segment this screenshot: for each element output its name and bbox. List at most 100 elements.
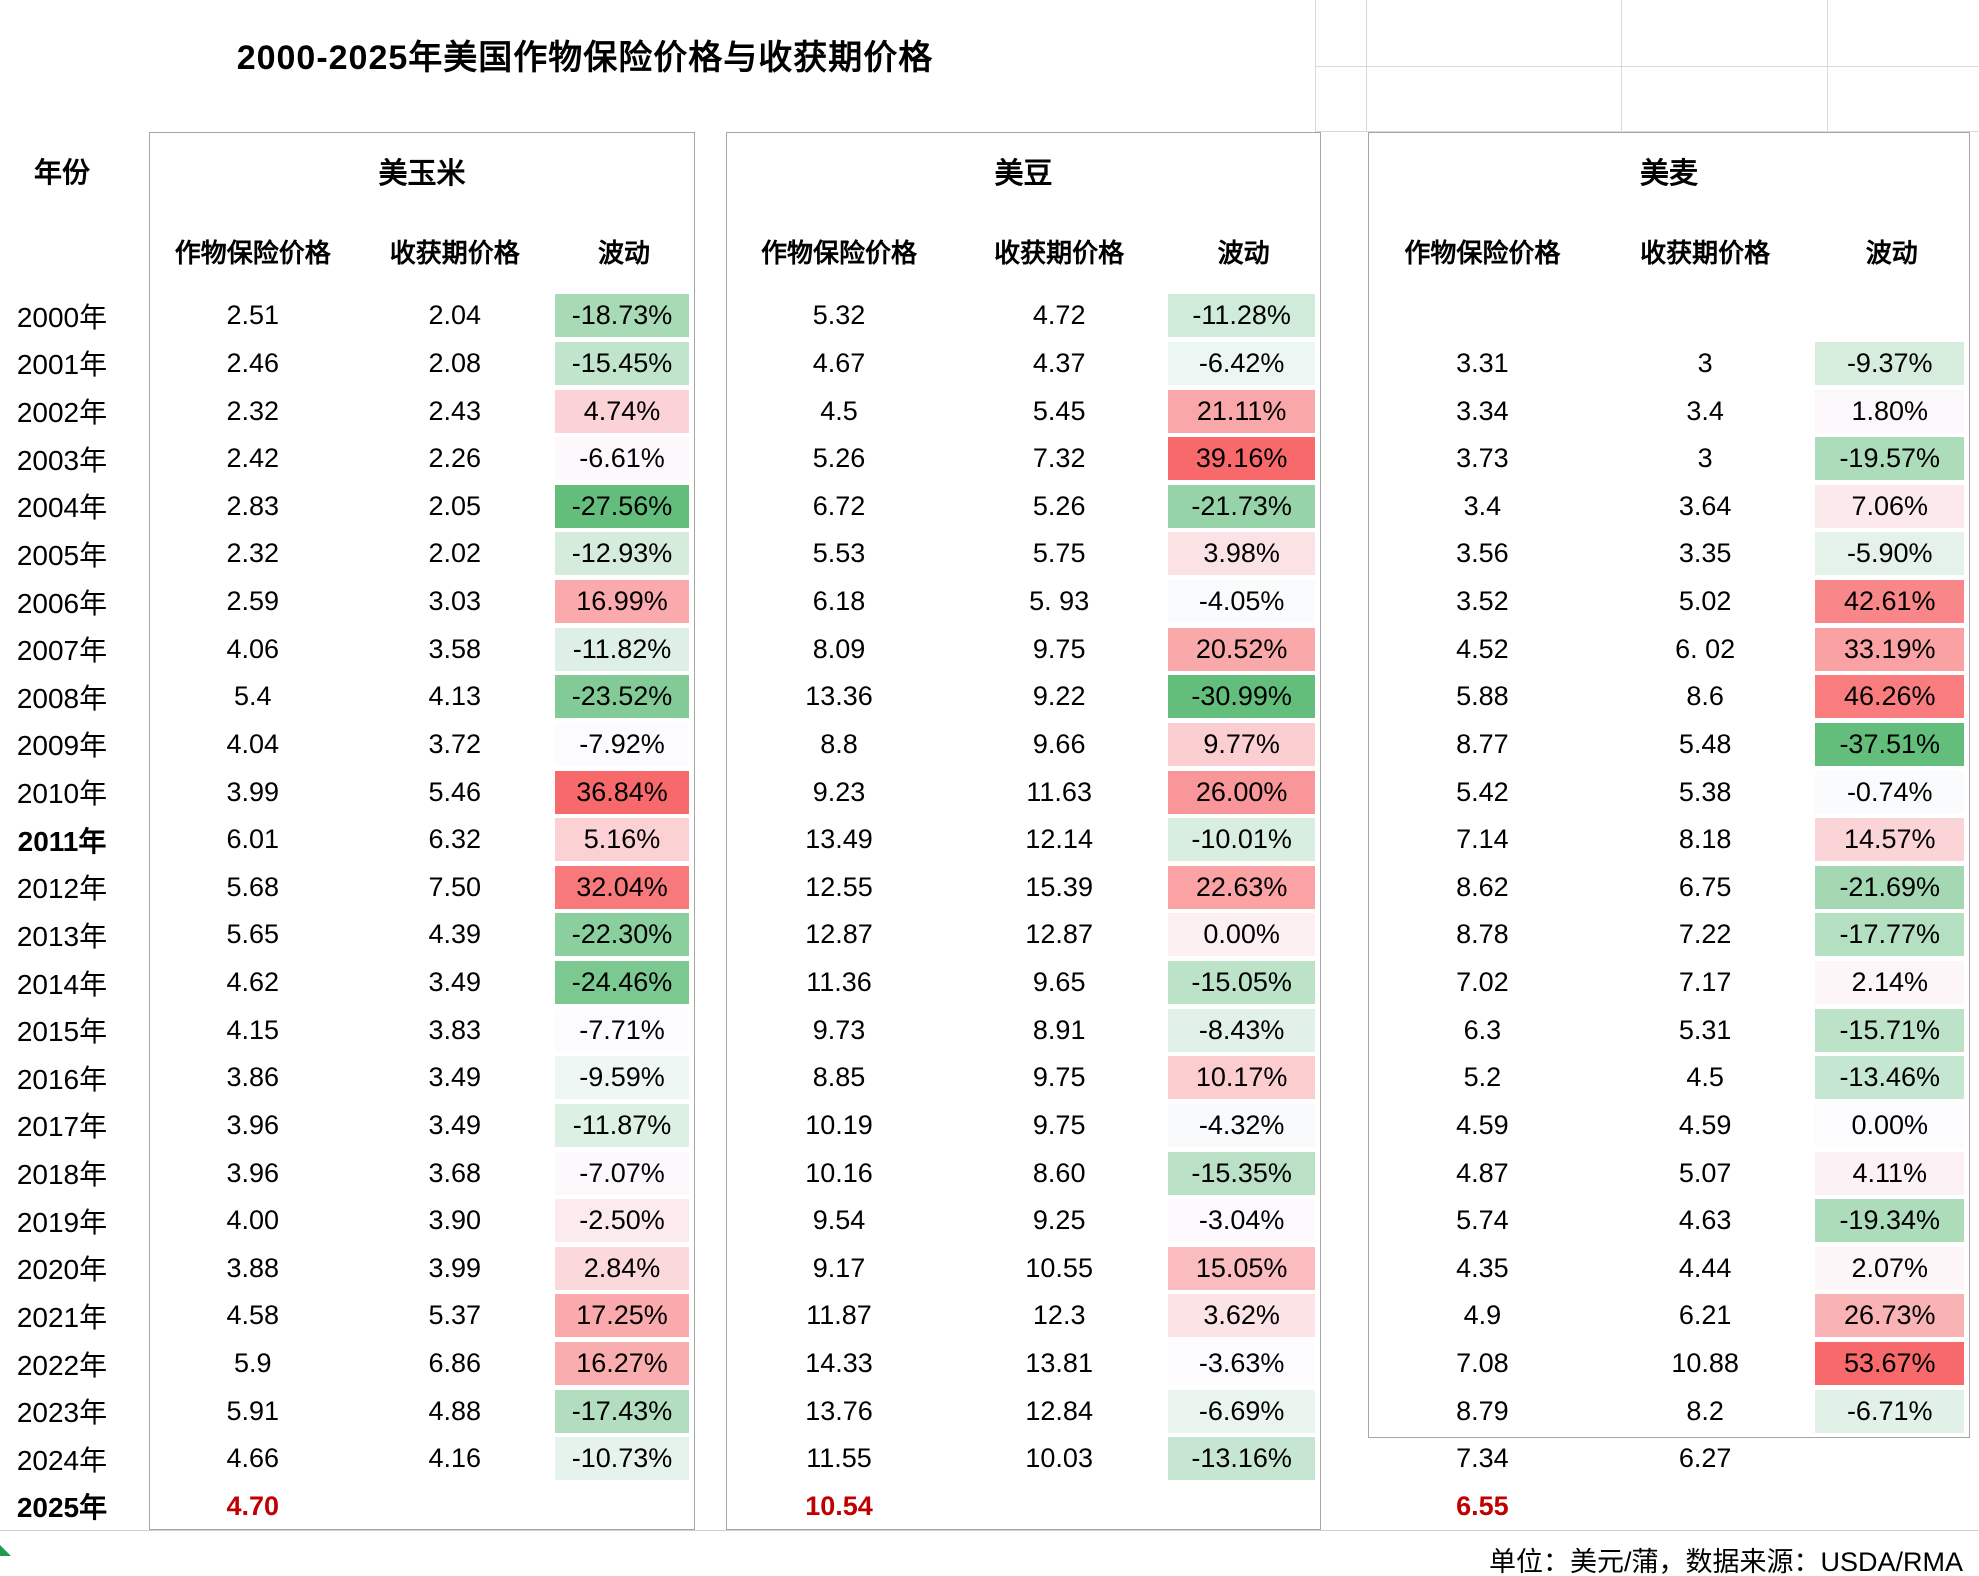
insurance-price-cell: 5.53 <box>812 538 866 569</box>
harvest-price-cell: 8.6 <box>1686 681 1724 712</box>
year-rows: 2000年 2001年 2002年 2003年 2004年 2005年 2006年 2007年… <box>4 292 120 1530</box>
volatility-value: 22.63% <box>1168 865 1315 909</box>
volatility-cell: -19.57% <box>1813 435 1970 483</box>
harvest-price-cell: 2.05 <box>428 490 482 521</box>
insurance-price-cell: 13.36 <box>805 681 873 712</box>
harvest-price-cell: 2.02 <box>428 538 482 569</box>
insurance-price-cell: 4.52 <box>1456 633 1509 664</box>
volatility-cell: -7.71% <box>553 1006 695 1054</box>
harvest-price-cell: 2.43 <box>428 395 482 426</box>
harvest-price-cell: 5.46 <box>428 776 482 807</box>
harvest-price-cell: 3.68 <box>428 1157 482 1188</box>
year-label: 2012年 <box>16 873 108 905</box>
year-label: 2014年 <box>16 968 108 1000</box>
harvest-price-cell: 6.27 <box>1678 1443 1732 1474</box>
table-row: 8.8 9.66 9.77% <box>726 721 1321 769</box>
table-row: 10.16 8.60 -15.35% <box>726 1149 1321 1197</box>
volatility-cell: -15.05% <box>1166 959 1321 1007</box>
volatility-cell: -13.16% <box>1166 1435 1321 1483</box>
insurance-price-cell: 4.35 <box>1456 1252 1509 1283</box>
col-header-harvest: 收获期价格 <box>1640 237 1771 268</box>
volatility-value: 53.67% <box>1815 1342 1964 1386</box>
table-row: 4.15 3.83 -7.71% <box>149 1006 695 1054</box>
insurance-price-cell: 4.62 <box>226 967 280 998</box>
insurance-price-cell: 3.4 <box>1463 490 1502 521</box>
harvest-price-cell: 3.4 <box>1686 395 1724 426</box>
insurance-price-cell: 3.31 <box>1456 347 1509 378</box>
gridline <box>1315 131 1979 132</box>
table-row: 4.58 5.37 17.25% <box>149 1292 695 1340</box>
harvest-price-cell: 4.59 <box>1678 1109 1732 1140</box>
table-row: 5.91 4.88 -17.43% <box>149 1387 695 1435</box>
insurance-price-cell: 4.67 <box>812 347 866 378</box>
insurance-price-cell: 4.70 <box>226 1490 280 1521</box>
volatility-cell: -5.90% <box>1813 530 1970 578</box>
insurance-price-cell: 6.55 <box>1456 1490 1509 1521</box>
insurance-price-cell: 4.15 <box>226 1014 280 1045</box>
harvest-price-cell: 5.48 <box>1678 728 1732 759</box>
volatility-value: 0.00% <box>1815 1103 1964 1147</box>
corner-artifact <box>0 1545 11 1556</box>
harvest-price-cell: 3.64 <box>1678 490 1732 521</box>
year-label: 2022年 <box>16 1349 108 1381</box>
volatility-cell: -8.43% <box>1166 1006 1321 1054</box>
volatility-cell: -15.71% <box>1813 1006 1970 1054</box>
volatility-value: -6.42% <box>1168 341 1315 385</box>
table-row: 8.62 6.75 -21.69% <box>1368 864 1970 912</box>
insurance-price-cell: 2.42 <box>226 443 280 474</box>
volatility-cell: 36.84% <box>553 768 695 816</box>
table-row: 11.36 9.65 -15.05% <box>726 959 1321 1007</box>
volatility-value: -10.73% <box>555 1437 689 1481</box>
volatility-cell: 4.11% <box>1813 1149 1970 1197</box>
volatility-value: -3.63% <box>1168 1342 1315 1386</box>
volatility-value: 1.80% <box>1815 389 1964 433</box>
insurance-price-cell: 11.87 <box>806 1300 872 1331</box>
table-row: 6.01 6.32 5.16% <box>149 816 695 864</box>
harvest-price-cell: 8.18 <box>1678 824 1732 855</box>
volatility-cell: -30.99% <box>1166 673 1321 721</box>
col-header-volatility: 波动 <box>1865 237 1918 268</box>
harvest-price-cell: 4.37 <box>1032 347 1086 378</box>
volatility-value: -24.46% <box>555 961 689 1005</box>
year-label: 2008年 <box>16 682 108 714</box>
insurance-price-cell: 8.79 <box>1456 1395 1509 1426</box>
table-row: 3.73 3 -19.57% <box>1368 435 1970 483</box>
corn-group-box <box>149 132 695 1530</box>
harvest-price-cell: 5.37 <box>428 1300 482 1331</box>
table-row: 8.77 5.48 -37.51% <box>1368 721 1970 769</box>
volatility-cell: -11.28% <box>1166 292 1321 340</box>
volatility-value: -2.50% <box>555 1199 689 1243</box>
harvest-price-cell: 3 <box>1697 443 1713 474</box>
insurance-price-cell: 12.55 <box>805 871 873 902</box>
volatility-cell: 2.07% <box>1813 1245 1970 1293</box>
table-row: 5.53 5.75 3.98% <box>726 530 1321 578</box>
insurance-price-cell: 2.51 <box>226 300 280 331</box>
volatility-value: -13.16% <box>1168 1437 1315 1481</box>
harvest-price-cell: 6. 02 <box>1675 633 1736 664</box>
volatility-value: 9.77% <box>1168 722 1315 766</box>
table-row: 8.09 9.75 20.52% <box>726 625 1321 673</box>
insurance-price-cell: 12.87 <box>805 919 873 950</box>
insurance-price-cell: 7.34 <box>1456 1443 1509 1474</box>
table-row: 3.31 3 -9.37% <box>1368 340 1970 388</box>
volatility-cell: 53.67% <box>1813 1340 1970 1388</box>
table-row: 5.2 4.5 -13.46% <box>1368 1054 1970 1102</box>
table-row: 11.87 12.3 3.62% <box>726 1292 1321 1340</box>
harvest-price-cell: 3.03 <box>428 586 482 617</box>
volatility-cell: -2.50% <box>553 1197 695 1245</box>
insurance-price-cell: 6.3 <box>1463 1014 1502 1045</box>
table-row: 12.55 15.39 22.63% <box>726 864 1321 912</box>
insurance-price-cell: 3.52 <box>1456 586 1509 617</box>
table-row: 2.32 2.43 4.74% <box>149 387 695 435</box>
table-row: 13.76 12.84 -6.69% <box>726 1387 1321 1435</box>
table-row: 9.17 10.55 15.05% <box>726 1245 1321 1293</box>
table-row: 5.88 8.6 46.26% <box>1368 673 1970 721</box>
harvest-price-cell: 5.38 <box>1678 776 1732 807</box>
volatility-value: 2.14% <box>1815 961 1964 1005</box>
volatility-cell: 14.57% <box>1813 816 1970 864</box>
volatility-cell: -11.87% <box>553 1102 695 1150</box>
volatility-value: 36.84% <box>555 770 689 814</box>
harvest-price-cell: 3.58 <box>428 633 482 664</box>
volatility-value: 5.16% <box>555 818 689 862</box>
insurance-price-cell: 8.09 <box>812 633 866 664</box>
